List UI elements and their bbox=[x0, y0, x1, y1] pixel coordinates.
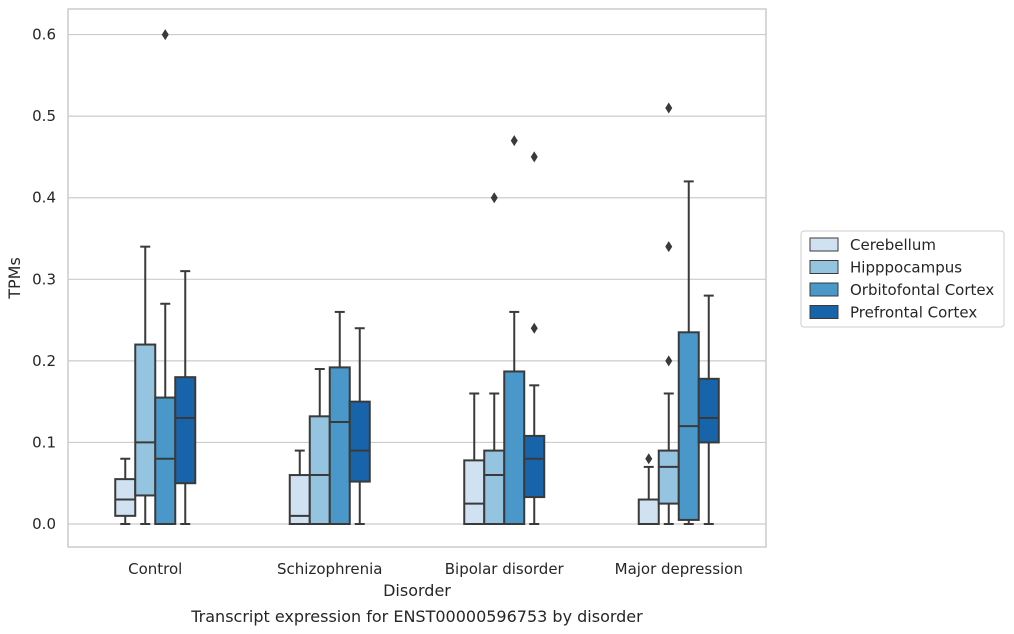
legend-label: Hipppocampus bbox=[850, 259, 962, 277]
outlier-marker bbox=[665, 241, 673, 253]
plot-frame bbox=[67, 8, 767, 548]
y-tick-label: 0.3 bbox=[32, 270, 56, 288]
x-tick-labels: Control Schizophrenia Bipolar disorder Majo… bbox=[128, 560, 743, 578]
box-body bbox=[483, 449, 506, 526]
y-tick-label: 0.6 bbox=[32, 26, 56, 44]
y-tick-label: 0.4 bbox=[32, 189, 56, 207]
x-tick-label: Major depression bbox=[615, 560, 743, 578]
box-body bbox=[114, 478, 137, 517]
box bbox=[114, 457, 137, 525]
x-tick-label: Control bbox=[128, 560, 182, 578]
outlier-marker bbox=[645, 453, 653, 465]
box bbox=[503, 135, 526, 526]
outlier-marker bbox=[665, 355, 673, 367]
box-body bbox=[503, 370, 526, 526]
box bbox=[174, 270, 197, 525]
box bbox=[328, 310, 351, 525]
box bbox=[134, 245, 157, 525]
y-tick-label: 0.2 bbox=[32, 352, 56, 370]
legend-swatch bbox=[809, 237, 839, 252]
box-body bbox=[328, 366, 351, 525]
legend: Cerebellum Hipppocampus Orbitofontal Corte… bbox=[800, 230, 1005, 328]
box-body bbox=[308, 415, 331, 526]
box-body bbox=[154, 396, 177, 525]
outlier-marker bbox=[530, 322, 538, 334]
outlier-marker bbox=[161, 29, 169, 41]
y-tick-label: 0.5 bbox=[32, 107, 56, 125]
legend-swatch bbox=[809, 305, 839, 319]
outlier-marker bbox=[490, 192, 498, 204]
box bbox=[463, 392, 486, 525]
y-axis-label: TPMs bbox=[5, 257, 24, 300]
legend-swatch bbox=[809, 260, 839, 274]
legend-swatch bbox=[809, 282, 839, 297]
box bbox=[348, 327, 371, 525]
box-body bbox=[134, 343, 157, 497]
legend-label: Orbitofontal Cortex bbox=[850, 281, 994, 299]
chart-caption: Transcript expression for ENST0000059675… bbox=[190, 607, 643, 626]
box-group bbox=[463, 135, 546, 526]
box bbox=[677, 180, 700, 525]
outlier-marker bbox=[530, 151, 538, 163]
outlier-marker bbox=[665, 102, 673, 114]
x-tick-label: Bipolar disorder bbox=[445, 560, 565, 578]
box-body bbox=[174, 376, 197, 485]
box-group bbox=[637, 102, 720, 525]
box-group bbox=[114, 29, 197, 525]
box-body bbox=[657, 449, 680, 505]
box bbox=[697, 294, 720, 525]
box bbox=[657, 102, 680, 525]
box-body bbox=[637, 498, 660, 525]
box-body bbox=[348, 400, 371, 483]
box-group bbox=[288, 310, 371, 526]
box bbox=[523, 151, 546, 525]
y-tick-labels: 0.0 0.1 0.2 0.3 0.4 0.5 0.6 bbox=[32, 26, 56, 533]
legend-label: Cerebellum bbox=[850, 236, 936, 254]
box-body bbox=[697, 377, 720, 444]
box-groups bbox=[114, 29, 720, 526]
x-axis-label: Disorder bbox=[383, 581, 451, 600]
legend-frame bbox=[800, 230, 1005, 328]
box-body bbox=[463, 459, 486, 525]
box-body bbox=[523, 434, 546, 499]
x-tick-label: Schizophrenia bbox=[277, 560, 382, 578]
box bbox=[637, 453, 660, 525]
y-tick-label: 0.0 bbox=[32, 515, 56, 533]
legend-label: Prefrontal Cortex bbox=[850, 304, 977, 322]
outlier-marker bbox=[510, 135, 518, 147]
y-tick-label: 0.1 bbox=[32, 433, 56, 451]
box bbox=[288, 449, 311, 526]
box bbox=[483, 192, 506, 526]
